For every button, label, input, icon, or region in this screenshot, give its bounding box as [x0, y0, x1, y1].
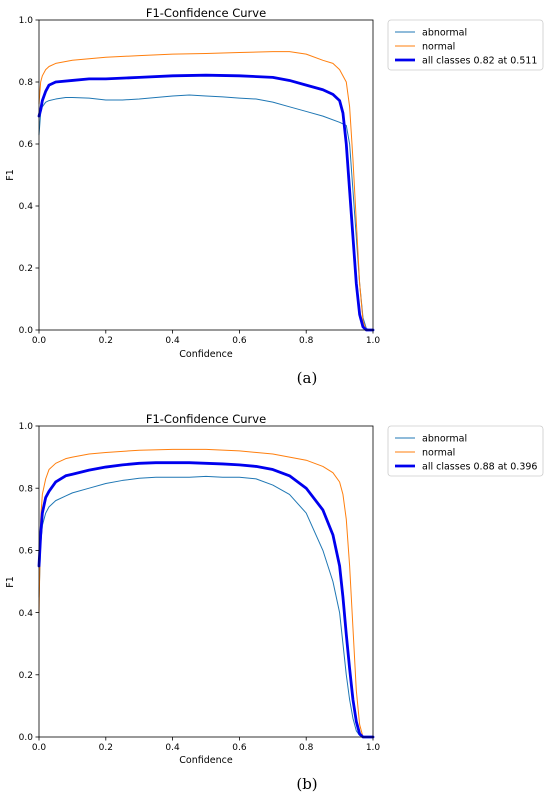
y-tick-label: 0.4 [19, 609, 34, 619]
y-tick-label: 0.6 [19, 140, 34, 150]
x-tick-label: 0.2 [99, 336, 113, 346]
legend-label-abnormal: abnormal [422, 433, 467, 444]
x-tick-label: 1.0 [366, 336, 381, 346]
y-tick-label: 1.0 [19, 16, 34, 26]
x-tick-label: 0.2 [99, 743, 113, 753]
plot-frame [38, 19, 374, 331]
x-tick-label: 0.6 [232, 336, 247, 346]
legend-box [387, 425, 544, 477]
y-tick-label: 0.4 [19, 202, 34, 212]
x-axis-label: Confidence [179, 349, 233, 360]
y-tick-label: 0.8 [19, 484, 34, 494]
legend-label-normal: normal [422, 447, 455, 458]
x-tick-label: 1.0 [366, 743, 381, 753]
y-tick-label: 0.6 [19, 547, 34, 557]
series-line-abnormal [38, 475, 374, 738]
x-tick-label: 0.4 [165, 336, 180, 346]
caption-label: (b) [296, 775, 317, 793]
x-tick-label: 0.4 [165, 743, 180, 753]
caption-label: (a) [297, 369, 318, 387]
y-tick-label: 1.0 [19, 422, 34, 432]
x-tick-label: 0.0 [32, 743, 47, 753]
y-axis-label: F1 [5, 169, 16, 181]
series-line-all-classes-0-88-at-0-396 [37, 461, 375, 739]
y-tick-label: 0.0 [19, 733, 34, 743]
legend-label-all-classes-0-82-at-0-511: all classes 0.82 at 0.511 [422, 55, 537, 66]
legend-label-normal: normal [422, 41, 455, 52]
y-axis-label: F1 [5, 576, 16, 588]
chart-title: F1-Confidence Curve [146, 6, 266, 20]
chart-panel-b: F1-Confidence Curve 0.0 0.2 0.4 0.6 0.8 1.00.… [5, 412, 544, 793]
axis-ticks: 0.0 0.2 0.4 0.6 0.8 1.0 0.0 0.2 0.4 0.6 0.8 1.0 [19, 422, 381, 753]
chart-title: F1-Confidence Curve [146, 412, 266, 426]
legend-box [387, 19, 544, 71]
x-tick-label: 0.8 [299, 336, 314, 346]
y-tick-label: 0.2 [19, 264, 33, 274]
legend-label-abnormal: abnormal [422, 27, 467, 38]
series-line-all-classes-0-82-at-0-511 [37, 73, 375, 332]
x-tick-label: 0.0 [32, 336, 47, 346]
series-line-abnormal [38, 94, 374, 331]
series-line-normal [38, 448, 374, 738]
x-tick-label: 0.8 [299, 743, 314, 753]
plot-frame [38, 425, 374, 738]
legend-label-all-classes-0-88-at-0-396: all classes 0.88 at 0.396 [422, 461, 537, 472]
y-tick-label: 0.0 [19, 326, 34, 336]
plot-lines [37, 448, 375, 739]
y-tick-label: 0.8 [19, 78, 34, 88]
series-line-normal [38, 51, 374, 331]
legend: abnormal normal all classes 0.82 at 0.511 [387, 19, 544, 71]
plot-lines [37, 51, 375, 332]
y-tick-label: 0.2 [19, 671, 33, 681]
x-axis-label: Confidence [179, 755, 233, 766]
x-tick-label: 0.6 [232, 743, 247, 753]
legend: abnormal normal all classes 0.88 at 0.396 [387, 425, 544, 477]
chart-panel-a: F1-Confidence Curve 0.0 0.2 0.4 0.6 0.8 1.00.… [5, 6, 544, 387]
axis-ticks: 0.0 0.2 0.4 0.6 0.8 1.0 0.0 0.2 0.4 0.6 0.8 1.0 [19, 16, 381, 346]
